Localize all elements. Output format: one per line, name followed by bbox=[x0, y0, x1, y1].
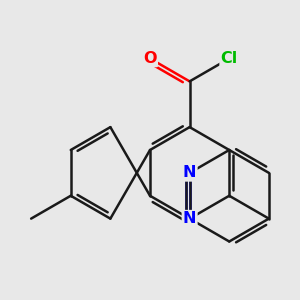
Text: N: N bbox=[183, 211, 196, 226]
Text: Cl: Cl bbox=[220, 51, 238, 66]
Text: N: N bbox=[183, 165, 196, 180]
Text: O: O bbox=[143, 51, 157, 66]
